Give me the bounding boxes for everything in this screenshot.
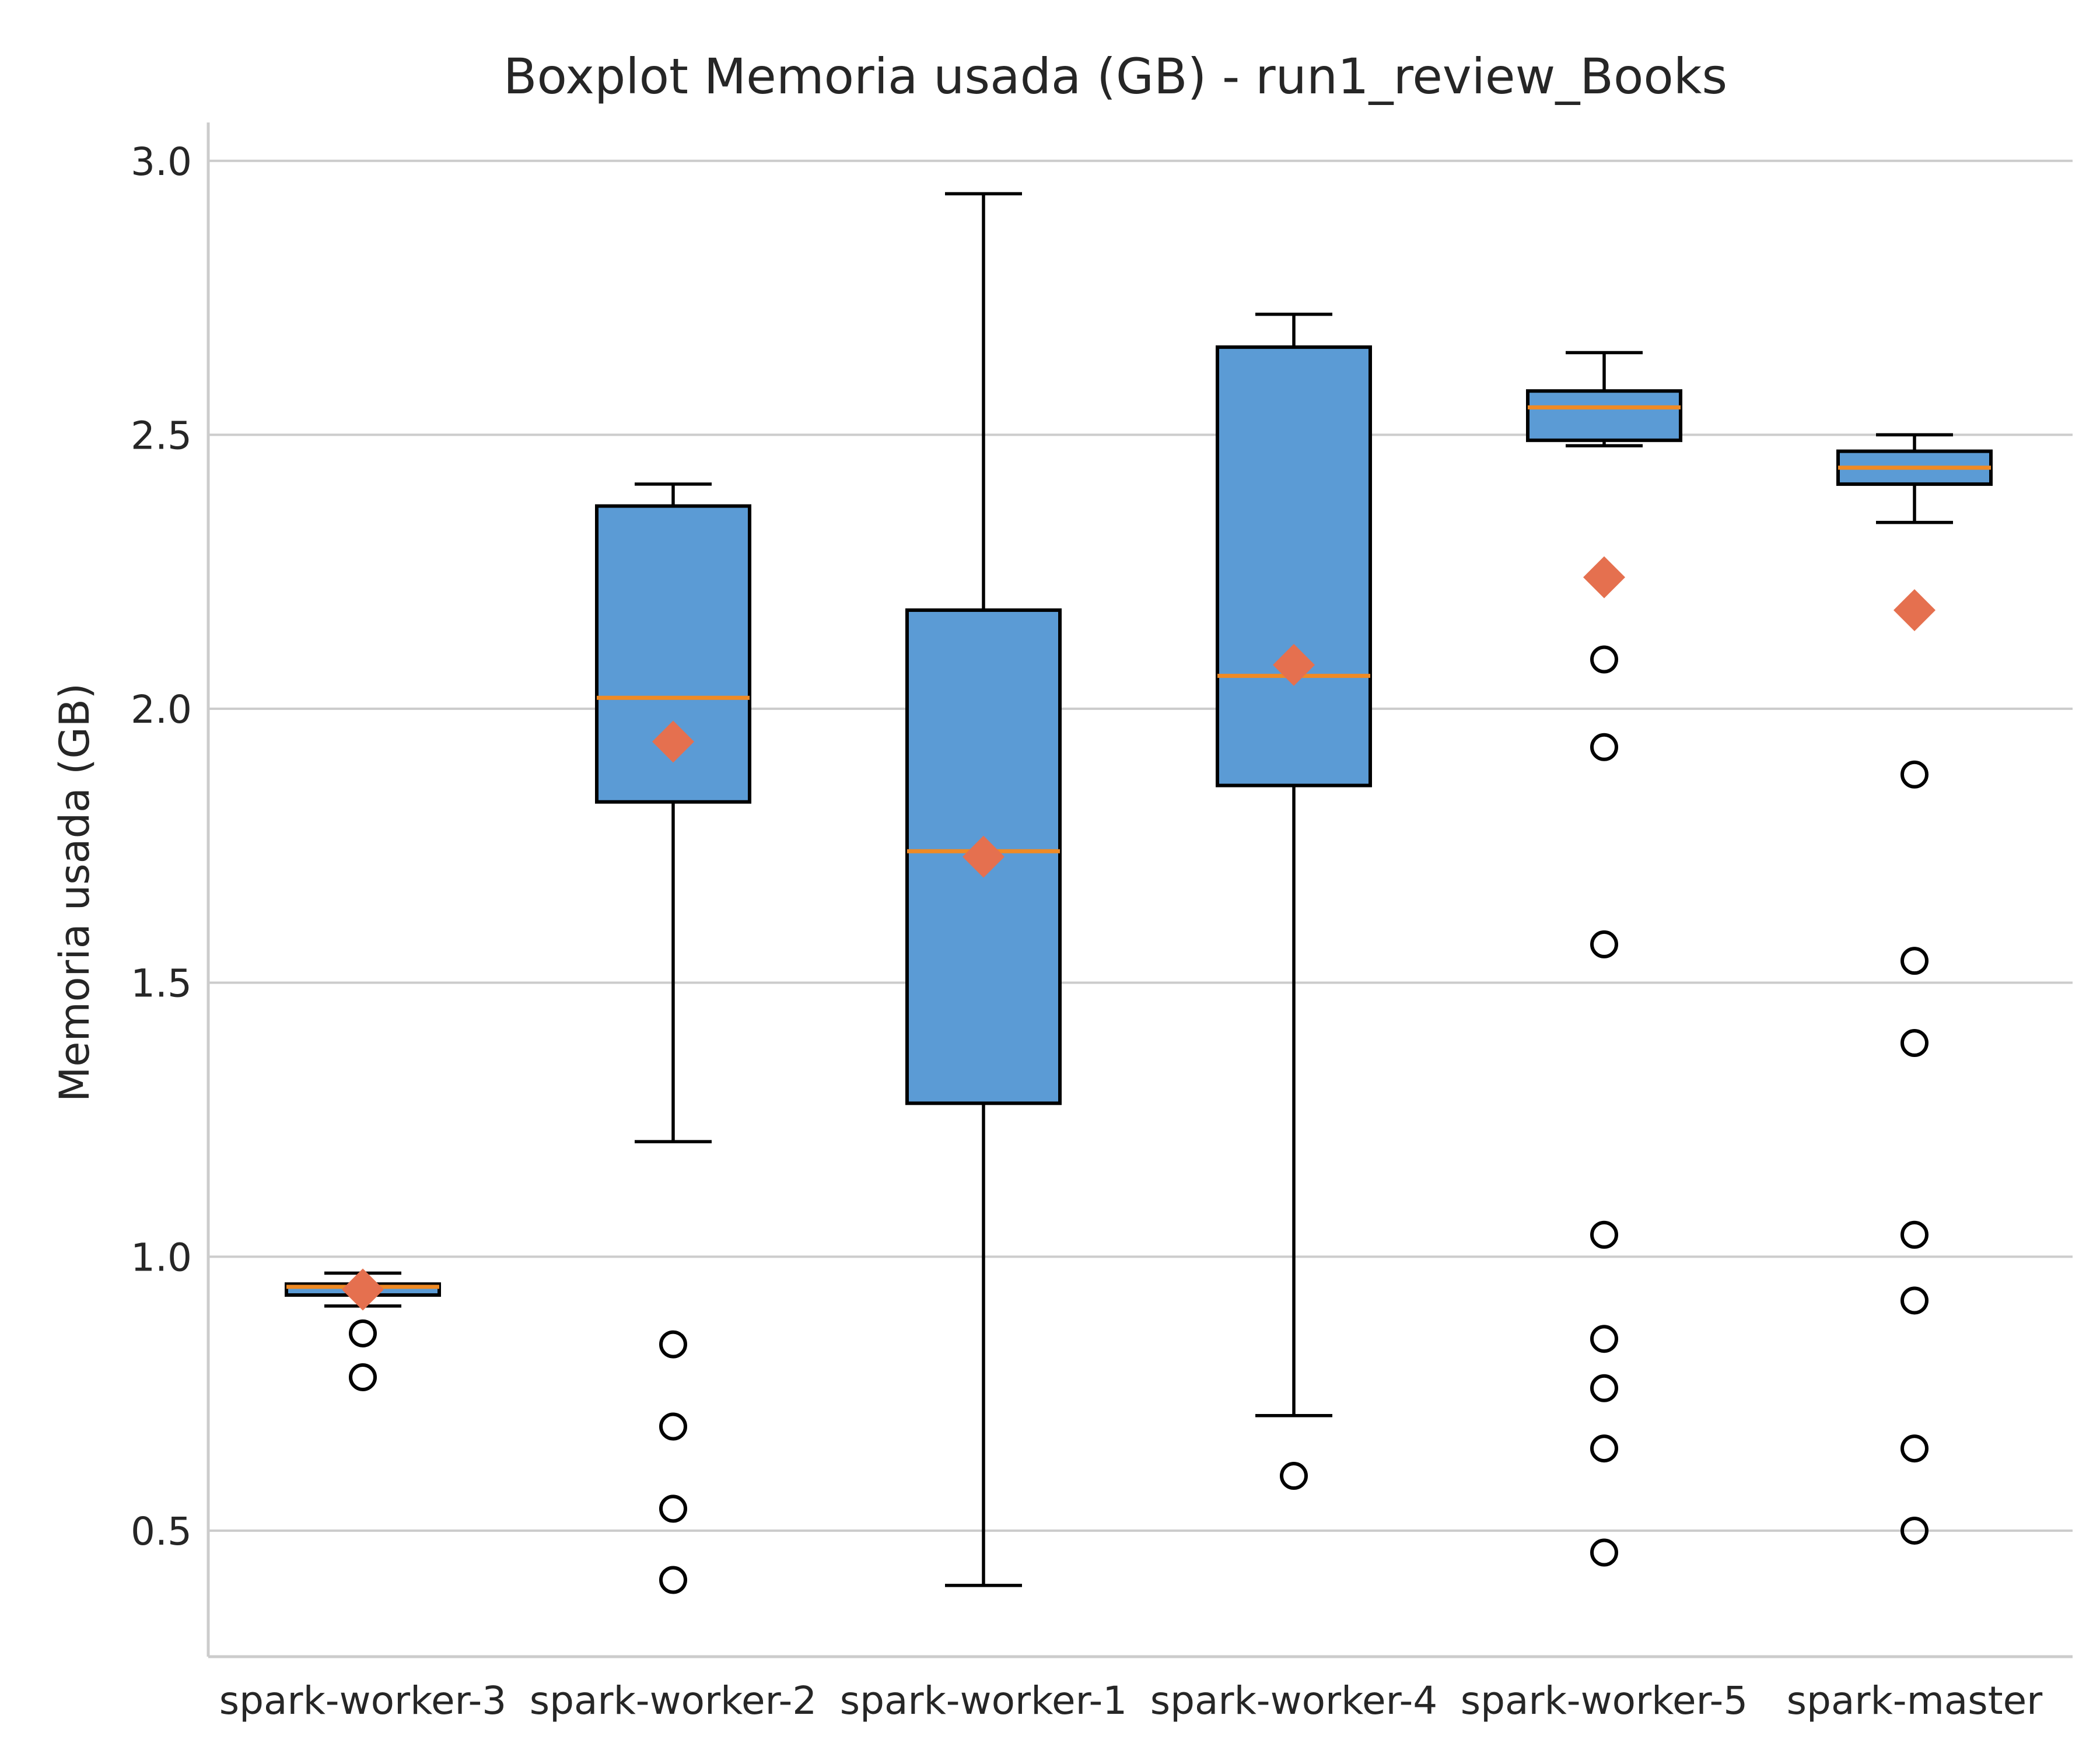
chart-title: Boxplot Memoria usada (GB) - run1_review… — [503, 48, 1727, 105]
iqr-box — [1526, 389, 1682, 442]
mean-marker — [963, 835, 1005, 878]
x-tick-label: spark-worker-5 — [1461, 1678, 1748, 1723]
outlier-point — [659, 1330, 687, 1359]
box-group — [285, 1268, 441, 1391]
mean-marker — [652, 720, 694, 763]
outlier-point — [1590, 930, 1618, 958]
grid-lines — [208, 159, 2073, 1532]
x-tick-label: spark-worker-3 — [219, 1678, 507, 1723]
outlier-point — [659, 1412, 687, 1441]
box-group — [1526, 351, 1682, 1567]
iqr-box — [1216, 345, 1372, 788]
x-tick-label: spark-worker-2 — [530, 1678, 817, 1723]
y-tick-label: 1.5 — [131, 961, 192, 1006]
box-group — [595, 482, 751, 1594]
outlier-point — [1590, 1434, 1618, 1463]
x-tick-label: spark-worker-4 — [1150, 1678, 1438, 1723]
x-tick-labels: spark-worker-3 spark-worker-2 spark-worker… — [219, 1678, 2043, 1723]
outlier-point — [1590, 1538, 1618, 1567]
outlier-point — [1901, 1029, 1929, 1057]
box-group — [1216, 313, 1372, 1490]
outlier-point — [1901, 760, 1929, 789]
outlier-point — [349, 1363, 377, 1391]
box-series — [285, 192, 1993, 1594]
y-tick-label: 0.5 — [131, 1509, 192, 1554]
outlier-point — [1280, 1462, 1308, 1490]
box-group — [1836, 433, 1993, 1545]
y-tick-label: 3.0 — [131, 139, 192, 184]
x-tick-label: spark-worker-1 — [840, 1678, 1128, 1723]
outlier-point — [1901, 1220, 1929, 1249]
mean-marker — [1583, 556, 1625, 598]
y-tick-label: 2.5 — [131, 413, 192, 458]
x-tick-label: spark-master — [1787, 1678, 2043, 1723]
y-tick-labels: 0.5 1.0 1.5 2.0 2.5 3.0 — [131, 139, 192, 1554]
mean-marker — [1894, 589, 1936, 631]
outlier-point — [349, 1319, 377, 1348]
outlier-point — [1901, 947, 1929, 975]
y-tick-label: 1.0 — [131, 1235, 192, 1280]
mean-marker — [1273, 643, 1315, 686]
outlier-point — [1901, 1516, 1929, 1545]
mean-marker — [342, 1268, 384, 1311]
y-tick-label: 2.0 — [131, 687, 192, 732]
outlier-point — [1901, 1434, 1929, 1463]
outlier-point — [659, 1566, 687, 1594]
y-axis-label: Memoria usada (GB) — [51, 683, 99, 1102]
outlier-point — [1590, 1325, 1618, 1353]
outlier-point — [1590, 1220, 1618, 1249]
axes — [206, 123, 2073, 1658]
outlier-point — [659, 1494, 687, 1523]
outlier-point — [1590, 645, 1618, 674]
outlier-point — [1901, 1286, 1929, 1315]
outlier-point — [1590, 733, 1618, 761]
outlier-point — [1590, 1374, 1618, 1402]
box-group — [905, 192, 1062, 1587]
